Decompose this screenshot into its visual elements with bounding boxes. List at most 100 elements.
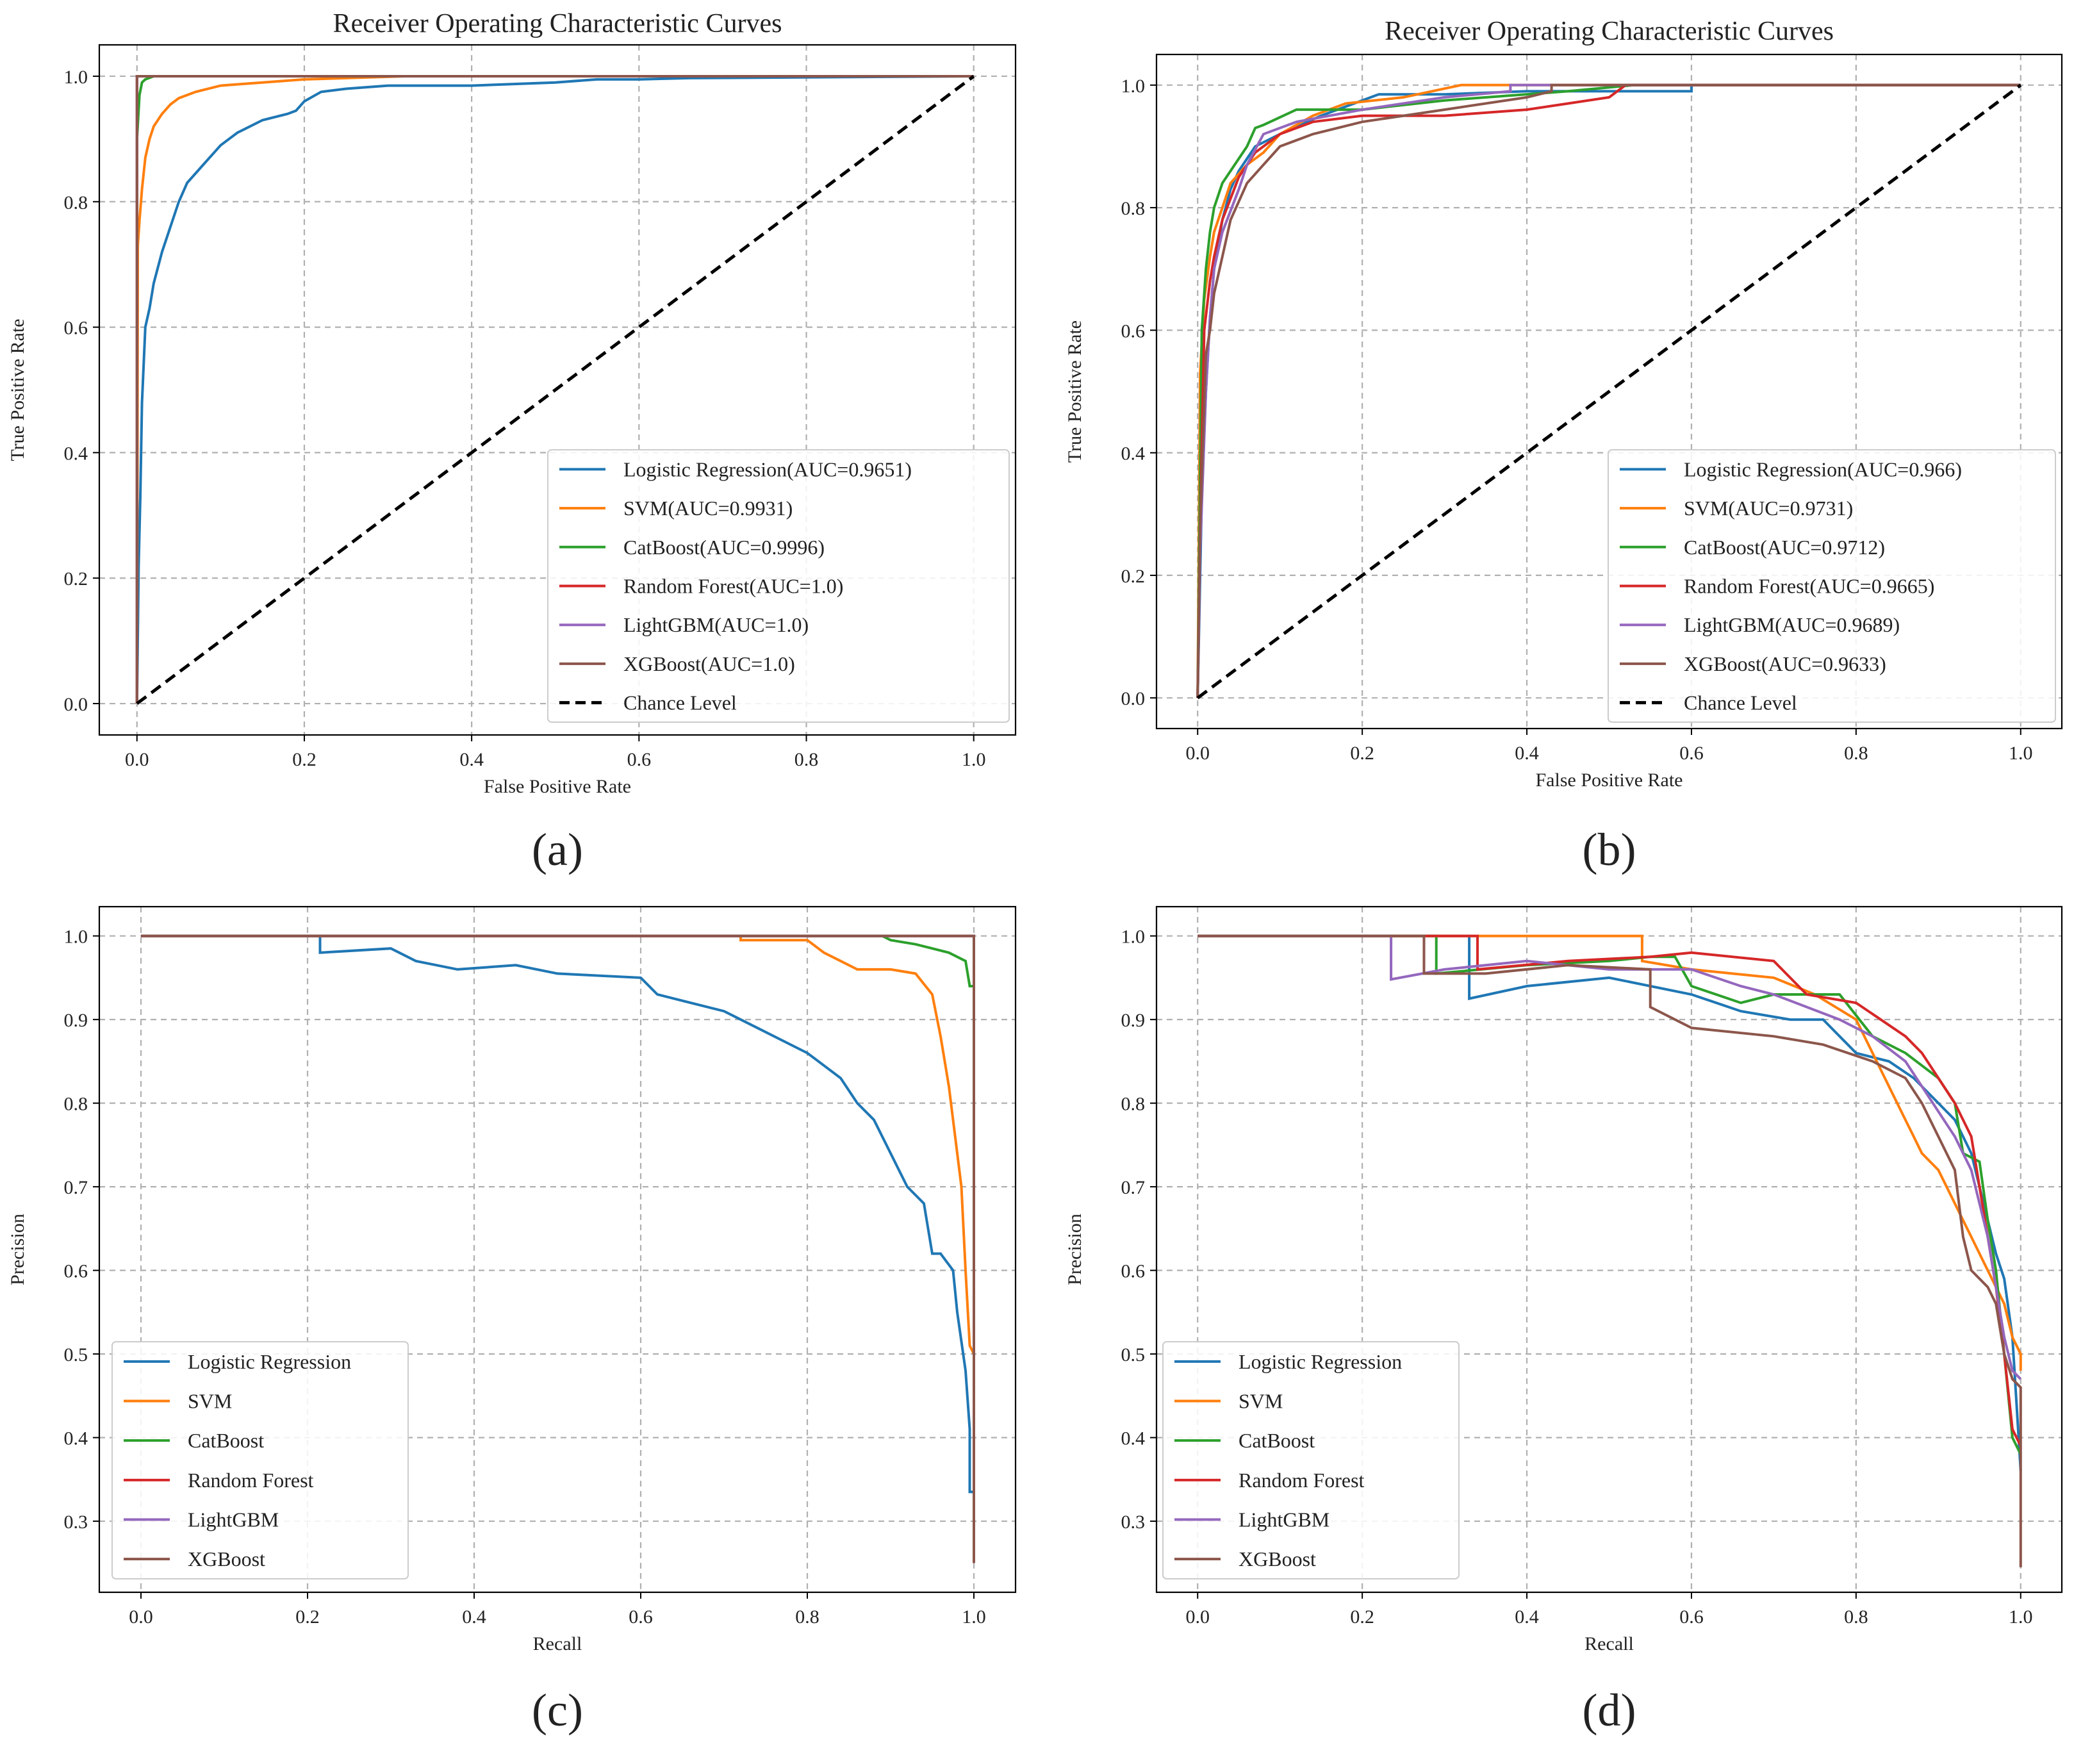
x-tick-label: 0.8 [794,749,819,770]
legend-label: SVM [1239,1390,1283,1413]
y-tick-label: 0.0 [1121,688,1146,709]
panel-label: (d) [1583,1685,1636,1736]
legend-label: LightGBM [188,1508,279,1531]
y-axis-label: True Positive Rate [1064,320,1085,463]
legend-label: Logistic Regression [1239,1350,1402,1373]
x-tick-label: 1.0 [962,749,986,770]
x-axis-label: False Positive Rate [1536,770,1683,791]
legend-label: CatBoost [188,1429,264,1452]
x-tick-label: 0.2 [292,749,317,770]
legend-box [547,449,1010,723]
legend-label: CatBoost(AUC=0.9712) [1684,536,1885,559]
plot-frame [98,44,1017,736]
legend-label: LightGBM(AUC=0.9689) [1684,613,1900,636]
y-axis-label: Precision [1064,1214,1085,1285]
plot-frame [1155,53,2063,730]
x-axis-label: False Positive Rate [484,776,631,797]
legend-label: XGBoost(AUC=1.0) [623,652,795,675]
y-tick-label: 0.4 [64,443,88,464]
legend-label: Chance Level [1684,691,1797,714]
y-tick-label: 0.2 [1121,566,1146,587]
legend-label: Random Forest(AUC=0.9665) [1684,575,1934,598]
series-line-random-forest [1196,83,2021,698]
legend-label: LightGBM [1239,1508,1329,1531]
legend-label: Chance Level [623,691,737,714]
legend-label: SVM(AUC=0.9931) [623,497,793,520]
legend-label: Logistic Regression [188,1350,351,1373]
series-line-chance-level [1196,83,2022,700]
series-line-xgboost [135,75,974,704]
panel-label: (b) [1583,824,1636,875]
y-tick-label: 0.4 [1121,1428,1146,1449]
series-line-catboost [1196,83,2021,698]
y-tick-label: 0.8 [1121,198,1146,219]
x-tick-label: 1.0 [2009,743,2033,764]
y-tick-label: 0.6 [1121,1261,1146,1282]
x-tick-label: 0.6 [1679,743,1704,764]
series-line-chance-level [136,74,975,705]
series-line-svm [1196,83,2021,698]
series-line-catboost [1197,934,2022,1455]
x-tick-label: 0.0 [129,1606,153,1628]
legend-box [1608,449,2056,723]
legend-label: CatBoost [1239,1429,1315,1452]
y-tick-label: 0.6 [1121,320,1146,342]
y-tick-label: 0.7 [64,1177,88,1198]
series-line-lightgbm [1197,934,2022,1380]
y-tick-label: 0.4 [64,1428,88,1449]
y-tick-label: 0.7 [1121,1177,1146,1198]
panel-label: (c) [532,1685,583,1736]
series-line-lightgbm [1196,83,2021,698]
x-tick-label: 0.6 [1679,1606,1704,1628]
y-tick-label: 0.0 [64,694,88,715]
x-tick-label: 0.6 [629,1606,653,1628]
x-tick-label: 0.8 [795,1606,819,1628]
legend-label: CatBoost(AUC=0.9996) [623,536,825,559]
legend-label: SVM(AUC=0.9731) [1684,497,1853,520]
y-tick-label: 0.6 [64,318,88,339]
y-axis-label: Precision [7,1214,28,1285]
legend-label: XGBoost [188,1547,265,1570]
series-line-catboost [141,934,974,987]
panel-d-pr-test: 0.0 0.2 0.4 0.6 0.8 1.0 0.3 0.4 0.5 0.6 0.7 0.8 0.9 1… [1064,905,2063,1736]
panel-b-roc-test: 0.0 0.2 0.4 0.6 0.8 1.0 0.0 0.2 0.4 0.6 0.8 1.0 Logi… [1064,17,2063,875]
chart-title: Receiver Operating Characteristic Curves [333,9,782,38]
legend-label: LightGBM(AUC=1.0) [623,613,809,636]
legend-label: Logistic Regression(AUC=0.9651) [623,457,912,481]
x-tick-label: 0.4 [459,749,484,770]
x-tick-label: 0.0 [1185,743,1210,764]
x-tick-label: 0.8 [1844,743,1868,764]
x-axis-label: Recall [533,1633,582,1654]
y-tick-label: 0.5 [64,1344,88,1365]
y-tick-label: 0.3 [64,1512,88,1533]
panel-label: (a) [532,824,583,875]
x-tick-label: 0.6 [627,749,652,770]
x-tick-label: 0.2 [1350,743,1374,764]
x-tick-label: 0.4 [462,1606,486,1628]
y-tick-label: 1.0 [64,927,88,948]
series-line-logistic-regression [135,75,974,704]
y-tick-label: 0.8 [64,192,88,213]
y-tick-label: 1.0 [1121,76,1146,97]
y-tick-label: 0.3 [1121,1512,1146,1533]
x-tick-label: 1.0 [962,1606,986,1628]
series-line-svm [141,934,975,1355]
panel-c-pr-train: 0.0 0.2 0.4 0.6 0.8 1.0 0.3 0.4 0.5 0.6 0.7 0.8 0.9 1… [7,905,1017,1736]
legend-label: XGBoost [1239,1547,1316,1570]
y-tick-label: 0.9 [1121,1010,1146,1031]
y-axis-label: True Positive Rate [7,318,28,461]
chart-title: Receiver Operating Characteristic Curves [1385,17,1834,46]
panel-a-roc-train: 0.0 0.2 0.4 0.6 0.8 1.0 0.0 0.2 0.4 0.6 0.8 1.0 Logi… [7,9,1017,875]
plot-frame [98,905,1017,1594]
y-tick-label: 0.4 [1121,443,1146,465]
series-line-svm [135,75,974,704]
series-line-xgboost [1196,83,2021,698]
x-tick-label: 0.8 [1844,1606,1868,1628]
y-tick-label: 1.0 [1121,927,1146,948]
y-tick-label: 0.2 [64,568,88,589]
x-tick-label: 0.2 [295,1606,320,1628]
series-line-logistic-regression [141,934,974,1494]
x-tick-label: 0.0 [1185,1606,1210,1628]
legend-label: SVM [188,1390,232,1413]
